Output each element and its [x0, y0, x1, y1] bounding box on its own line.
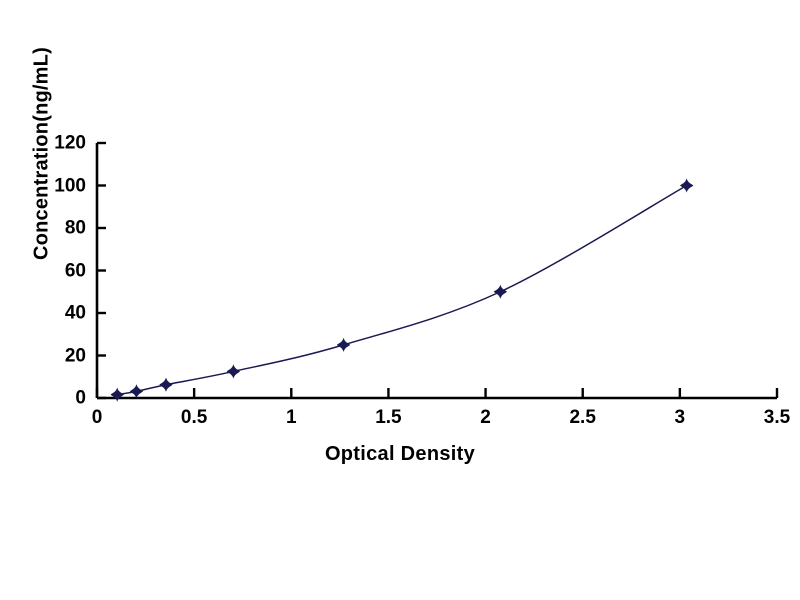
- y-axis-title: Concentration(ng/mL): [30, 47, 53, 260]
- data-point-marker: [129, 384, 144, 399]
- y-axis-tick-label: 120: [54, 132, 86, 154]
- y-axis-tick-label: 20: [64, 345, 86, 366]
- data-point-marker: [336, 337, 351, 353]
- data-point-marker: [110, 387, 124, 402]
- x-axis-tick-label: 0.5: [180, 407, 208, 428]
- x-axis-tick-label: 2.5: [569, 407, 596, 428]
- y-axis-tick-label: 40: [64, 302, 86, 324]
- x-axis-tick-label: 1: [285, 407, 297, 428]
- x-axis-tick-label: 1.5: [375, 407, 402, 428]
- x-axis-tick-label: 3.5: [763, 407, 791, 428]
- x-axis-tick-label: 0: [91, 407, 103, 428]
- data-series: [110, 178, 694, 402]
- data-point-marker: [680, 178, 694, 193]
- series-line: [116, 184, 688, 396]
- y-axis-tick-label: 100: [54, 175, 86, 196]
- y-axis-tick-label: 60: [64, 260, 86, 281]
- x-axis-tick-label: 3: [674, 407, 686, 428]
- y-axis-tick-label: 80: [64, 217, 86, 239]
- x-axis-tick-label: 2: [480, 407, 491, 428]
- y-axis-tick-label: 0: [75, 387, 86, 409]
- data-point-marker: [159, 377, 173, 392]
- x-axis-title: Optical Density: [324, 443, 476, 465]
- axis-lines: [95, 141, 779, 400]
- data-point-marker: [226, 364, 241, 379]
- data-point-marker: [493, 284, 507, 299]
